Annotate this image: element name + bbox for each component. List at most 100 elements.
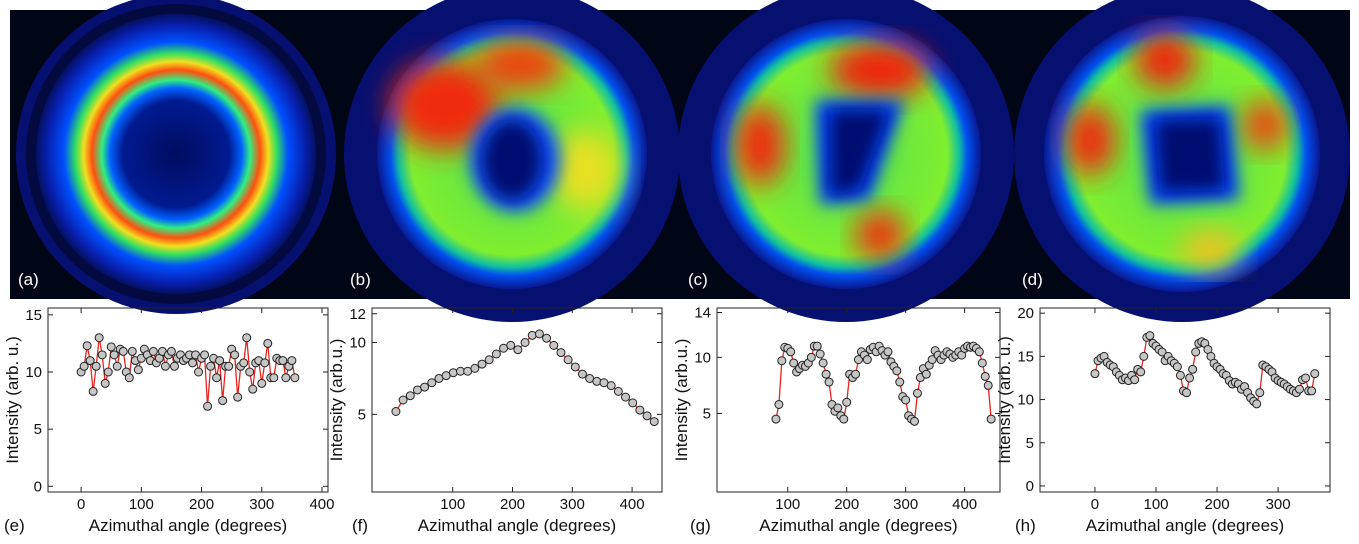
- x-tick-label: 200: [834, 496, 859, 513]
- data-point: [912, 388, 922, 398]
- data-point: [980, 371, 990, 381]
- data-point: [230, 350, 240, 360]
- image-label: (b): [350, 270, 371, 289]
- y-tick-label: 14: [694, 304, 711, 321]
- image-panels: (a) (b) (c) (d): [10, 0, 1350, 322]
- data-point: [815, 349, 825, 359]
- x-tick-label: 400: [952, 496, 977, 513]
- plot-frame: [1039, 307, 1331, 493]
- data-point: [242, 333, 252, 343]
- panel-label: (h): [1015, 516, 1036, 535]
- blob: [830, 42, 930, 98]
- x-tick-label: 300: [249, 496, 274, 513]
- data-point: [398, 395, 408, 405]
- data-point: [427, 378, 437, 388]
- data-point: [100, 378, 110, 388]
- blob: [855, 210, 905, 260]
- data-point: [818, 358, 828, 368]
- data-point: [910, 416, 920, 426]
- data-point: [1185, 373, 1195, 383]
- data-point: [106, 342, 116, 352]
- data-point: [124, 373, 134, 383]
- y-tick-label: 20: [1017, 305, 1034, 322]
- chart: 100 200 300 400 5 10 14 Azimuthal angle (degree…: [672, 304, 1001, 535]
- y-axis-label: Intensity (arb. u.): [995, 336, 1014, 464]
- x-axis-label: Azimuthal angle (degrees): [89, 516, 287, 535]
- image-b: [344, 0, 680, 322]
- data-point: [1294, 384, 1304, 394]
- blob: [390, 60, 500, 150]
- data-point: [812, 341, 822, 351]
- blob: [1065, 105, 1115, 175]
- blob: [550, 130, 620, 210]
- data-point: [774, 399, 784, 409]
- data-point: [635, 405, 645, 415]
- blob: [1180, 230, 1240, 270]
- data-point: [218, 396, 228, 406]
- panel-label: (e): [4, 516, 25, 535]
- data-point: [79, 361, 89, 371]
- data-point: [549, 340, 559, 350]
- x-tick-label: 100: [129, 496, 154, 513]
- data-point: [239, 358, 249, 368]
- data-point: [789, 358, 799, 368]
- y-tick-label: 12: [349, 306, 366, 323]
- data-point: [542, 333, 552, 343]
- data-point: [169, 361, 179, 371]
- data-point: [833, 403, 843, 413]
- data-point: [257, 378, 267, 388]
- data-point: [1145, 331, 1155, 341]
- data-point: [642, 411, 652, 421]
- data-point: [513, 345, 523, 355]
- chart: 100 200 300 400 5 10 12 Azimuthal angle (degree…: [327, 306, 663, 535]
- data-point: [103, 367, 113, 377]
- data-point: [118, 346, 128, 356]
- data-point: [927, 355, 937, 365]
- data-point: [1188, 364, 1198, 374]
- data-point: [974, 347, 984, 357]
- data-point: [203, 401, 213, 411]
- data-point: [491, 349, 501, 359]
- data-point: [148, 346, 158, 356]
- blob: [1243, 100, 1287, 150]
- data-point: [854, 355, 863, 365]
- x-tick-label: 300: [893, 496, 918, 513]
- x-tick-label: 300: [1266, 496, 1291, 513]
- data-point: [1090, 369, 1100, 379]
- y-tick-label: 10: [694, 349, 711, 366]
- data-point: [1310, 369, 1320, 379]
- data-point: [1175, 370, 1185, 380]
- data-point: [188, 358, 198, 368]
- x-tick-label: 200: [500, 496, 525, 513]
- blob: [735, 105, 785, 185]
- data-point: [592, 376, 602, 386]
- panel-label: (g): [690, 516, 711, 535]
- data-point: [1191, 347, 1201, 357]
- data-point: [278, 356, 288, 366]
- x-tick-label: 200: [189, 496, 214, 513]
- data-point: [821, 369, 831, 379]
- data-point: [613, 386, 623, 396]
- data-point: [1130, 375, 1140, 385]
- data-point: [391, 407, 401, 416]
- y-axis-label: Intensity (arb.u.): [327, 339, 346, 462]
- data-point: [977, 358, 987, 368]
- data-point: [448, 368, 458, 378]
- data-point: [82, 341, 92, 351]
- data-point: [127, 346, 137, 356]
- data-point: [290, 373, 300, 383]
- image-c: [678, 0, 1014, 322]
- data-point: [628, 398, 638, 408]
- data-point: [824, 377, 834, 387]
- data-point: [477, 359, 487, 369]
- data-point: [88, 386, 98, 396]
- y-axis-label: Intensity (arb.u.): [672, 339, 691, 462]
- y-tick-label: 15: [25, 307, 42, 324]
- center: [830, 110, 890, 195]
- y-tick-label: 5: [703, 405, 711, 422]
- data-point: [420, 382, 430, 392]
- x-axis-label: Azimuthal angle (degrees): [418, 516, 616, 535]
- data-point: [260, 358, 270, 368]
- data-point: [506, 340, 516, 350]
- data-point: [563, 355, 573, 365]
